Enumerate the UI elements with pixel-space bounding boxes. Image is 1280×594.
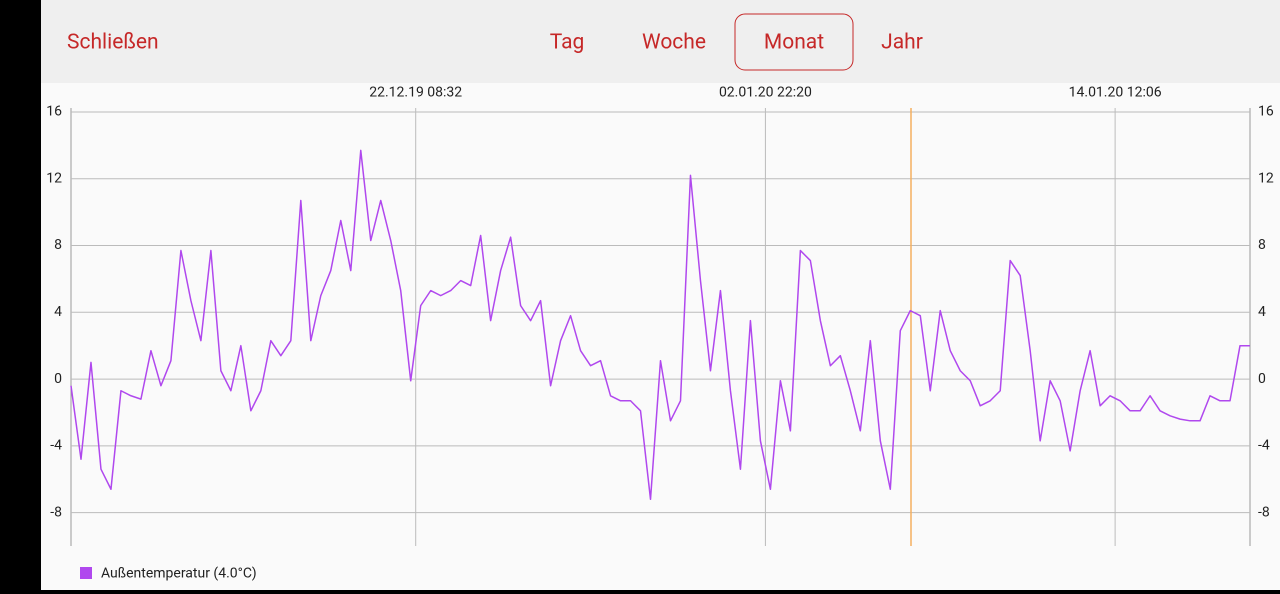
toolbar bbox=[41, 0, 1280, 83]
selected-tab-frame bbox=[734, 13, 854, 71]
y-tick-label: -8 bbox=[50, 504, 62, 520]
x-tick-label: 22.12.19 08:32 bbox=[369, 85, 462, 101]
tab-selected[interactable]: Monat bbox=[764, 31, 824, 55]
x-tick-label: 02.01.20 22:20 bbox=[719, 85, 812, 101]
y-tick-label: 0 bbox=[54, 371, 62, 387]
y-tick-label: -4 bbox=[50, 438, 62, 454]
y-tick-label-right: -8 bbox=[1258, 504, 1270, 520]
y-tick-label-right: 0 bbox=[1258, 371, 1266, 387]
background bbox=[41, 0, 1280, 590]
y-tick-label: 12 bbox=[46, 170, 62, 186]
line bbox=[70, 149, 1250, 501]
y-tick-label: 4 bbox=[54, 304, 62, 320]
y-tick-label-right: -4 bbox=[1258, 438, 1270, 454]
tab[interactable]: Woche bbox=[642, 31, 706, 55]
legend-label: Außentemperatur (4.0°C) bbox=[101, 566, 257, 582]
y-tick-label: 16 bbox=[46, 104, 62, 120]
y-tick-label-right: 16 bbox=[1258, 104, 1274, 120]
y-tick-label-right: 12 bbox=[1258, 170, 1274, 186]
x-tick-label: 14.01.20 12:06 bbox=[1069, 85, 1162, 101]
tab[interactable]: Tag bbox=[550, 31, 585, 55]
y-tick-label-right: 8 bbox=[1258, 237, 1266, 253]
close-button[interactable]: Schließen bbox=[67, 31, 159, 55]
y-tick-label: 8 bbox=[54, 237, 62, 253]
y-tick-label-right: 4 bbox=[1258, 304, 1266, 320]
legend-swatch bbox=[80, 567, 92, 579]
tab[interactable]: Jahr bbox=[881, 31, 923, 55]
